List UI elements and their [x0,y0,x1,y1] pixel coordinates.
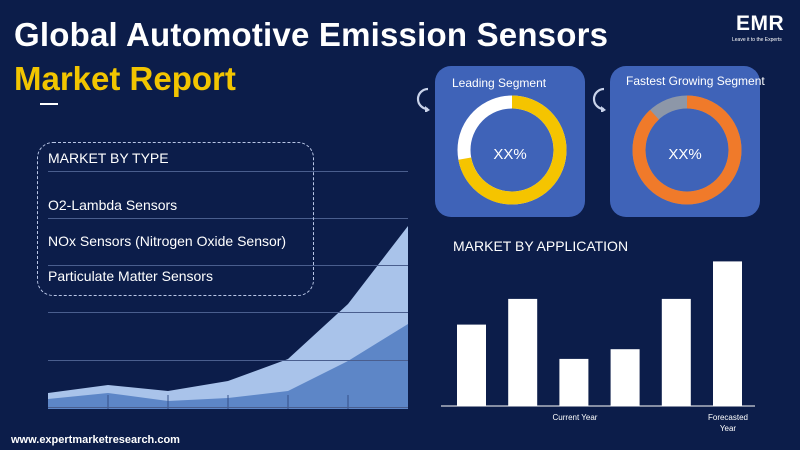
bar-label-current-year: Current Year [552,413,598,422]
divider-line [48,407,408,408]
type-item-nox: NOx Sensors (Nitrogen Oxide Sensor) [48,233,287,249]
fastest-segment-value: XX% [668,146,702,163]
bar-label-forecasted-year: Forecasted Year [698,412,758,434]
rotate-arrow-icon [592,87,606,112]
application-bar [508,298,538,406]
type-item-o2-lambda: O2-Lambda Sensors [48,197,178,213]
footer-website: www.expertmarketresearch.com [11,434,180,446]
fastest-segment-card: Fastest Growing Segment XX% [610,66,765,217]
area-series-upper [48,226,408,409]
type-item-particulate: Particulate Matter Sensors [48,268,213,284]
divider-line [48,360,408,361]
fastest-segment-title: Fastest Growing Segment [626,74,765,88]
area-series-lower [48,324,408,409]
market-by-type-heading: MARKET BY TYPE [48,150,169,166]
area-chart-gridlines [107,395,349,409]
application-bar [559,358,589,406]
divider-line [48,218,408,219]
market-by-application-heading: MARKET BY APPLICATION [453,238,629,254]
divider-line [48,265,408,266]
logo-tagline: Leave it to the Experts [732,37,782,43]
market-by-type-box [37,142,314,296]
emr-logo: EMR Leave it to the Experts [728,10,788,48]
leading-segment-value: XX% [493,146,527,163]
donut-slice-fastest [632,95,742,205]
bar-label-forecasted-line1: Forecasted [707,413,749,422]
divider-line [48,171,408,172]
leading-segment-donut [457,95,567,205]
fastest-segment-donut [632,95,742,205]
page-subtitle: Market Report [14,60,236,97]
donut-slice-leading [457,95,567,205]
page-title: Global Automotive Emission Sensors [14,16,609,53]
logo-text: EMR [736,12,785,35]
application-bar [661,298,691,406]
divider-line [48,312,408,313]
rotate-arrow-icon [416,87,430,112]
application-bar [457,324,486,406]
leading-segment-card: Leading Segment XX% [435,66,585,217]
title-underline [40,103,58,105]
leading-segment-title: Leading Segment [452,76,547,90]
application-bar [610,349,640,406]
bar-label-forecasted-line2: Year [719,424,737,433]
application-bar [713,261,742,406]
